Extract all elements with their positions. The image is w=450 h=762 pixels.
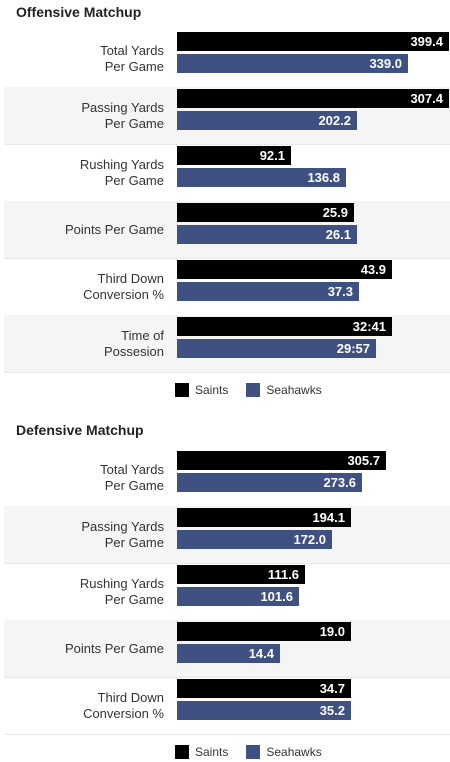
saints-bar: 34.7 [177,679,351,698]
data-label: 339.0 [369,56,402,71]
seahawks-bar: 35.2 [177,701,351,720]
seahawks-bar: 273.6 [177,473,362,492]
category-label-text: Third Down Conversion % [83,270,164,302]
data-label: 111.6 [267,567,299,582]
data-label: 19.0 [319,624,345,639]
chart-title: Offensive Matchup [16,4,142,20]
data-label: 307.4 [410,91,443,106]
saints-bar: 399.4 [177,32,449,51]
data-label: 399.4 [410,34,443,49]
legend-item: Saints [175,745,228,759]
legend-swatch [246,383,261,397]
legend-label: Saints [195,383,229,397]
category-label: Rushing Yards Per Game [4,563,164,620]
category-row: Points Per Game 25.9 26.1 [4,201,450,259]
data-label: 35.2 [319,703,345,718]
legend-swatch [246,745,261,759]
data-label: 37.3 [327,284,353,299]
seahawks-bar: 26.1 [177,225,357,244]
category-label-text: Total Yards Per Game [100,461,164,493]
data-label: 43.9 [360,262,386,277]
data-label: 194.1 [312,510,345,525]
category-label: Total Yards Per Game [4,30,164,87]
seahawks-bar: 37.3 [177,282,359,301]
category-label-text: Rushing Yards Per Game [79,575,164,607]
category-label: Points Per Game [4,620,164,677]
saints-bar: 32:41 [177,317,392,336]
saints-bar: 19.0 [177,622,351,641]
data-label: 136.8 [307,170,340,185]
data-label: 202.2 [318,113,351,128]
category-label-text: Points Per Game [65,640,164,656]
seahawks-bar: 14.4 [177,644,280,663]
seahawks-bar: 339.0 [177,54,408,73]
data-label: 26.1 [325,227,351,242]
legend-swatch [175,383,189,397]
category-row: Total Yards Per Game 399.4 339.0 [4,30,450,88]
legend-label: Seahawks [266,745,322,759]
category-row: Time of Possesion 32:41 29:57 [4,315,450,373]
seahawks-bar: 136.8 [177,168,346,187]
chart-legend: Saints Seahawks [175,744,340,760]
category-row: Rushing Yards Per Game 111.6 101.6 [4,563,450,621]
category-row: Third Down Conversion % 43.9 37.3 [4,258,450,316]
data-label: 14.4 [248,646,274,661]
legend-item: Saints [175,383,228,397]
data-label: 25.9 [322,205,348,220]
data-label: 34.7 [319,681,345,696]
data-label: 273.6 [323,475,356,490]
category-label-text: Third Down Conversion % [83,689,164,721]
category-label-text: Time of Possesion [104,327,164,359]
category-label: Passing Yards Per Game [4,506,164,563]
saints-bar: 25.9 [177,203,354,222]
category-label-text: Rushing Yards Per Game [79,156,164,188]
data-label: 29:57 [336,341,370,356]
category-row: Passing Yards Per Game 307.4 202.2 [4,87,450,145]
legend-swatch [175,745,189,759]
category-row: Rushing Yards Per Game 92.1 136.8 [4,144,450,202]
category-label-text: Passing Yards Per Game [81,518,164,550]
legend-label: Seahawks [266,383,322,397]
saints-bar: 92.1 [177,146,291,165]
data-label: 305.7 [347,453,380,468]
chart-legend: Saints Seahawks [175,382,340,398]
legend-label: Saints [195,745,229,759]
saints-bar: 305.7 [177,451,386,470]
category-label: Third Down Conversion % [4,677,164,734]
data-label: 92.1 [259,148,285,163]
seahawks-bar: 202.2 [177,111,357,130]
category-row: Points Per Game 19.0 14.4 [4,620,450,678]
category-row: Third Down Conversion % 34.7 35.2 [4,677,450,735]
saints-bar: 43.9 [177,260,392,279]
legend-item: Seahawks [246,383,322,397]
seahawks-bar: 29:57 [177,339,376,358]
category-label: Third Down Conversion % [4,258,164,315]
category-row: Total Yards Per Game 305.7 273.6 [4,449,450,507]
data-label: 32:41 [352,319,386,334]
category-label-text: Total Yards Per Game [100,42,164,74]
legend-item: Seahawks [246,745,322,759]
category-label: Time of Possesion [4,315,164,372]
data-label: 101.6 [260,589,293,604]
saints-bar: 307.4 [177,89,449,108]
seahawks-bar: 101.6 [177,587,299,606]
category-label: Points Per Game [4,201,164,258]
category-label-text: Passing Yards Per Game [81,99,164,131]
category-label-text: Points Per Game [65,221,164,237]
seahawks-bar: 172.0 [177,530,332,549]
category-label: Rushing Yards Per Game [4,144,164,201]
category-row: Passing Yards Per Game 194.1 172.0 [4,506,450,564]
chart-title: Defensive Matchup [16,422,144,438]
saints-bar: 111.6 [177,565,305,584]
data-label: 172.0 [293,532,326,547]
category-label: Passing Yards Per Game [4,87,164,144]
saints-bar: 194.1 [177,508,351,527]
category-label: Total Yards Per Game [4,449,164,506]
